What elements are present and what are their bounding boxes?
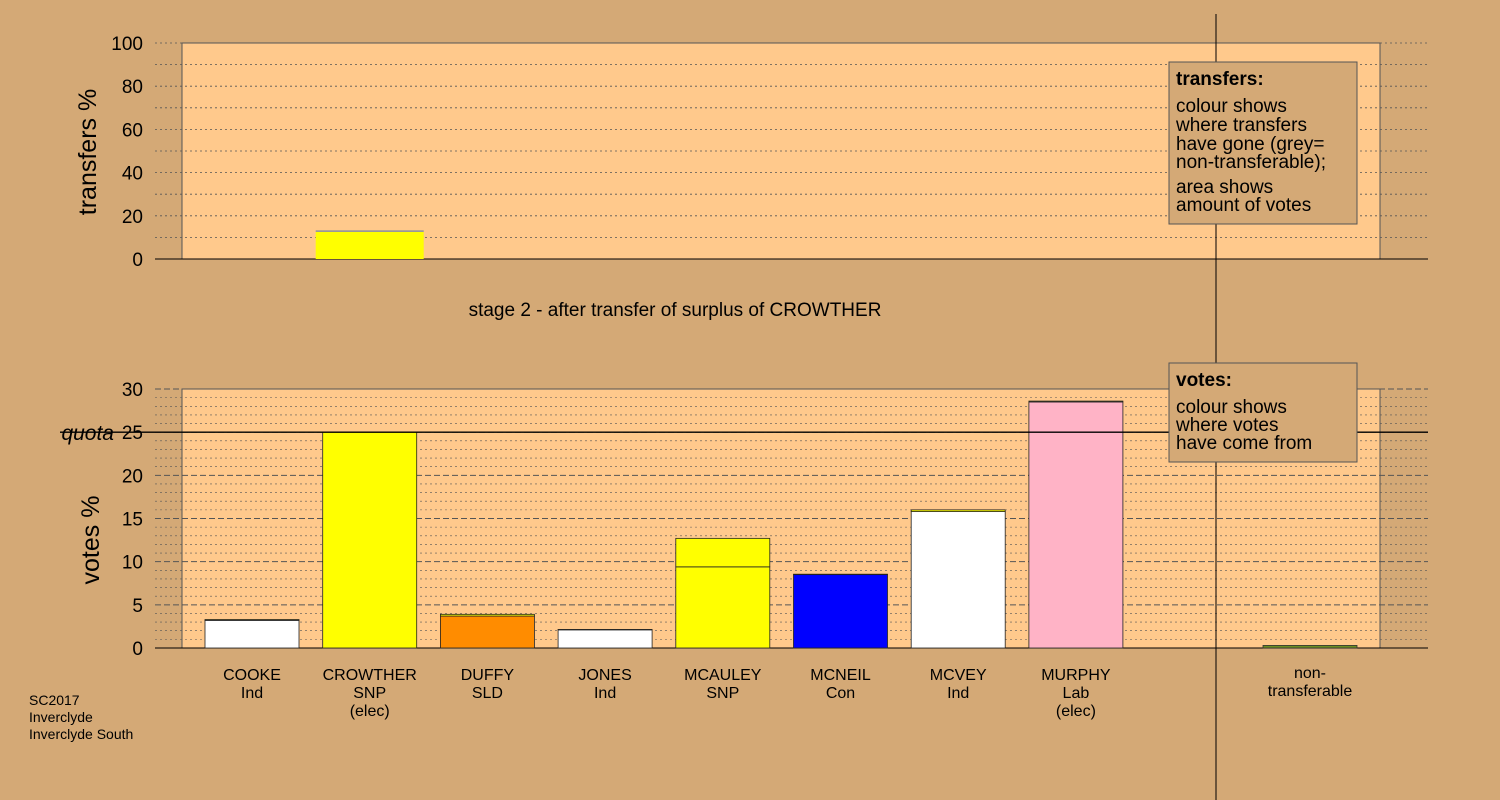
quota-label: quota xyxy=(61,422,114,445)
non-transferable-bar xyxy=(1262,645,1358,649)
vote-bar-segment xyxy=(675,537,771,568)
transfers-legend-line: where transfers xyxy=(1175,115,1307,136)
vote-bar-segment xyxy=(204,619,300,649)
vote-bar-segment xyxy=(439,613,535,617)
vote-bar-segment xyxy=(204,619,300,621)
votes-legend-line: have come from xyxy=(1176,433,1312,454)
non-transferable-label: transferable xyxy=(1268,683,1353,700)
vote-bar-segment xyxy=(910,509,1006,512)
vote-bar-segment xyxy=(1028,400,1124,403)
votes-legend: votes: colour shows where votes have com… xyxy=(1168,362,1358,463)
candidate-label: SLD xyxy=(472,685,503,702)
transfers-y-axis-title: transfers % xyxy=(74,89,102,215)
candidate-label: Ind xyxy=(241,685,263,702)
candidate-label: MCVEY xyxy=(930,667,987,684)
transfers-y-tick-label: 0 xyxy=(132,250,143,271)
candidate-labels: COOKEIndCROWTHERSNP(elec)DUFFYSLDJONESIn… xyxy=(223,665,1352,720)
vote-bar-segment xyxy=(1028,401,1124,649)
transfers-bar-segment xyxy=(315,232,424,259)
votes-y-tick-label: 5 xyxy=(132,596,143,617)
footer-line: SC2017 xyxy=(29,692,80,708)
vote-bar-segment xyxy=(557,629,653,649)
candidate-label: SNP xyxy=(353,685,386,702)
vote-bar-segment xyxy=(675,566,771,649)
transfers-y-tick-label: 40 xyxy=(122,164,143,185)
transfers-y-tick-label: 60 xyxy=(122,120,143,141)
candidate-label: Ind xyxy=(947,685,969,702)
transfers-legend-line: have gone (grey= xyxy=(1176,134,1324,155)
vote-bar-segment xyxy=(910,511,1006,649)
transfers-bars xyxy=(315,230,424,259)
transfers-y-tick-label: 20 xyxy=(122,207,143,228)
candidate-label: (elec) xyxy=(350,703,390,720)
candidate-label: JONES xyxy=(578,667,631,684)
transfers-legend-line: colour shows xyxy=(1176,96,1287,117)
votes-y-ticks: 0 5 10 15 20 25 30 xyxy=(122,380,143,660)
transfers-bar-segment xyxy=(315,230,424,232)
votes-legend-line: colour shows xyxy=(1176,397,1287,418)
footer-line: Inverclyde South xyxy=(29,726,133,742)
candidate-label: MCAULEY xyxy=(684,667,762,684)
transfers-legend-box xyxy=(1168,61,1358,225)
transfers-legend-line: amount of votes xyxy=(1176,195,1311,216)
candidate-label: SNP xyxy=(706,685,739,702)
footer: SC2017 Inverclyde Inverclyde South xyxy=(29,692,133,742)
votes-y-tick-label: 0 xyxy=(132,639,143,660)
candidate-label: COOKE xyxy=(223,667,281,684)
votes-y-axis-title: votes % xyxy=(77,496,105,585)
transfers-legend: transfers: colour shows where transfers … xyxy=(1168,61,1358,225)
candidate-label: Con xyxy=(826,685,855,702)
transfers-y-tick-label: 100 xyxy=(111,34,143,55)
stage-label: stage 2 - after transfer of surplus of C… xyxy=(469,300,882,321)
candidate-label: (elec) xyxy=(1056,703,1096,720)
votes-y-tick-label: 15 xyxy=(122,510,143,531)
votes-y-tick-label: 10 xyxy=(122,553,143,574)
votes-y-tick-label: 20 xyxy=(122,466,143,487)
transfers-legend-line: area shows xyxy=(1176,177,1273,198)
votes-legend-title: votes: xyxy=(1176,370,1232,391)
votes-y-tick-label: 25 xyxy=(122,423,143,444)
candidate-label: CROWTHER xyxy=(323,667,417,684)
vote-bar-segment xyxy=(793,574,888,649)
votes-legend-box xyxy=(1168,362,1358,463)
vote-bar-segment xyxy=(439,615,535,649)
transfers-y-tick-label: 80 xyxy=(122,77,143,98)
candidate-label: MCNEIL xyxy=(810,667,871,684)
candidate-label: MURPHY xyxy=(1041,667,1111,684)
transfers-y-ticks: 0 20 40 60 80 100 xyxy=(111,34,143,271)
vote-bar-segment xyxy=(322,431,418,649)
votes-bars xyxy=(204,400,1358,649)
votes-legend-line: where votes xyxy=(1175,415,1278,436)
candidate-label: DUFFY xyxy=(461,667,515,684)
non-transferable-label: non- xyxy=(1294,665,1326,682)
candidate-label: Ind xyxy=(594,685,616,702)
transfers-legend-line: non-transferable); xyxy=(1176,152,1326,173)
transfers-legend-title: transfers: xyxy=(1176,69,1264,90)
votes-y-tick-label: 30 xyxy=(122,380,143,401)
candidate-label: Lab xyxy=(1063,685,1090,702)
footer-line: Inverclyde xyxy=(29,709,93,725)
